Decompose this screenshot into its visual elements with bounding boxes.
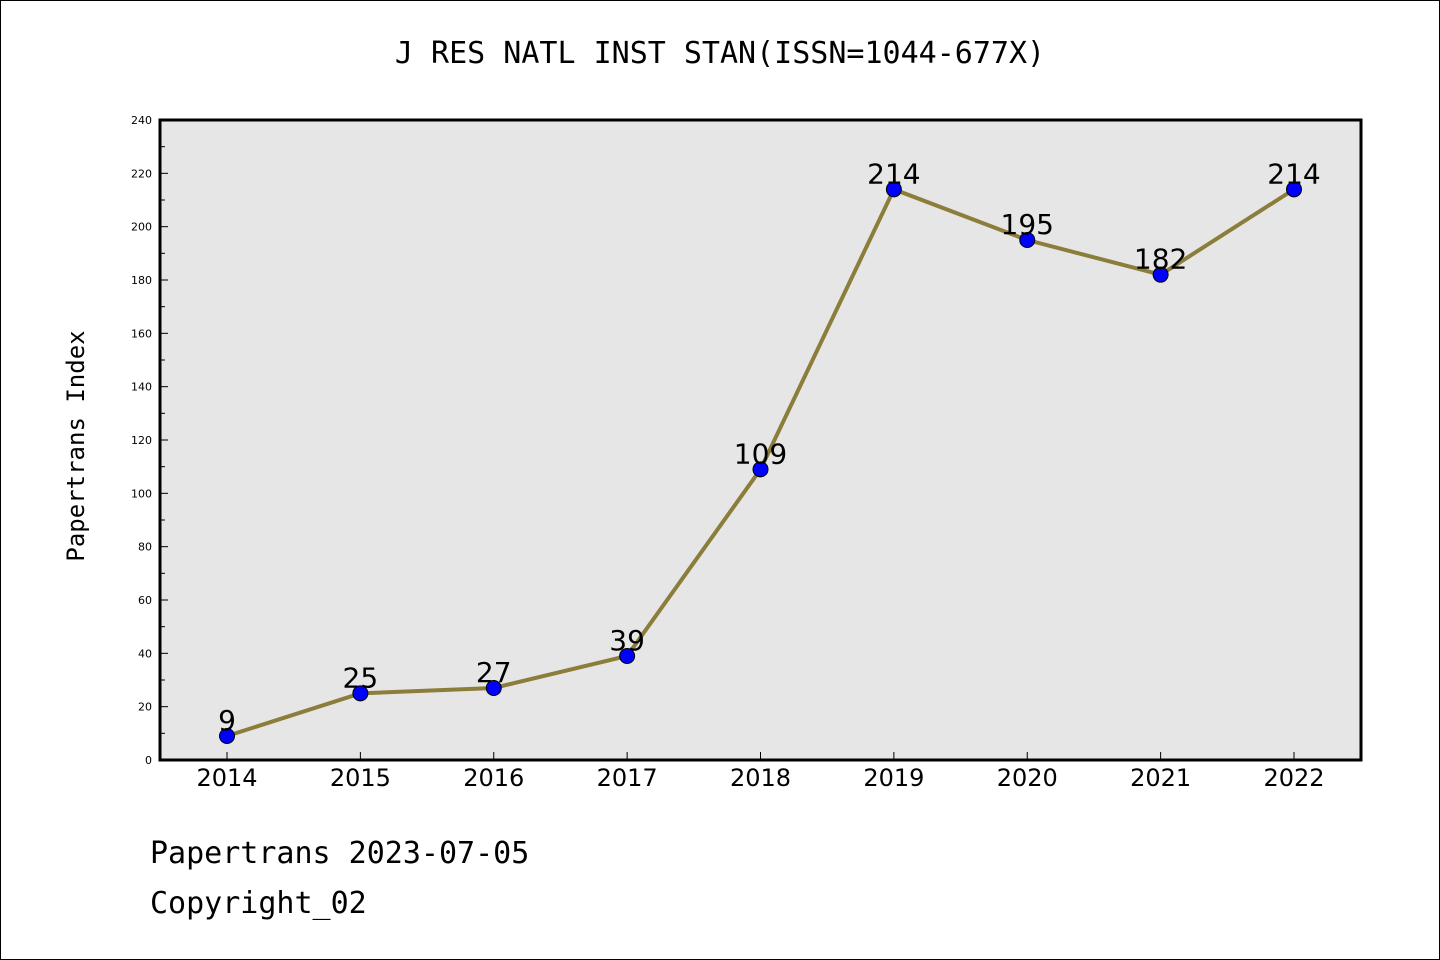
data-label: 39 <box>609 624 645 657</box>
data-point <box>1152 266 1169 283</box>
data-label: 27 <box>476 656 512 689</box>
data-label: 214 <box>867 157 920 190</box>
y-tick-label: 60 <box>138 594 152 607</box>
chart-title: J RES NATL INST STAN(ISSN=1044-677X) <box>394 36 1046 71</box>
data-point <box>885 181 902 198</box>
x-tick-label: 2017 <box>597 764 658 792</box>
data-label: 195 <box>1001 208 1054 241</box>
data-label: 214 <box>1267 157 1320 190</box>
y-tick-label: 220 <box>131 167 152 180</box>
data-label: 182 <box>1134 243 1187 276</box>
x-tick-label: 2019 <box>863 764 924 792</box>
y-tick-label: 0 <box>145 754 152 767</box>
footer-date: Papertrans 2023-07-05 <box>150 836 530 871</box>
data-point <box>352 685 369 702</box>
y-axis: 0 20 40 60 80 100 120 140 160 180 200 220 240 <box>131 114 168 767</box>
x-tick-label: 2016 <box>463 764 524 792</box>
data-point <box>1019 232 1036 248</box>
data-point <box>1286 181 1302 198</box>
data-point <box>485 680 502 696</box>
data-label: 9 <box>218 704 236 737</box>
y-tick-label: 40 <box>138 647 152 660</box>
x-tick-label: 2022 <box>1263 764 1324 792</box>
y-tick-label: 120 <box>131 434 152 447</box>
data-label: 109 <box>734 437 787 470</box>
y-tick-label: 100 <box>131 487 152 500</box>
data-point <box>219 728 235 744</box>
y-tick-label: 20 <box>138 701 152 714</box>
x-tick-label: 2018 <box>730 764 791 792</box>
y-axis-label: Papertrans Index <box>62 330 90 561</box>
y-tick-label: 80 <box>138 541 152 554</box>
x-axis: 2014 2015 2016 2017 2018 2019 2020 2021 2022 <box>196 752 1325 792</box>
y-tick-label: 140 <box>131 381 152 394</box>
y-tick-label: 240 <box>131 114 152 127</box>
data-label: 25 <box>343 661 379 694</box>
data-points <box>219 181 1302 744</box>
y-tick-label: 180 <box>131 274 152 287</box>
y-tick-label: 200 <box>131 221 152 234</box>
x-tick-label: 2020 <box>997 764 1058 792</box>
data-point <box>619 648 636 664</box>
x-tick-label: 2021 <box>1130 764 1191 792</box>
x-tick-label: 2015 <box>330 764 391 792</box>
footer-copyright: Copyright_02 <box>150 886 367 921</box>
data-labels: 9 25 27 39 109 214 195 182 214 <box>218 157 1321 737</box>
plot-border <box>158 118 1363 762</box>
plot-area <box>160 120 1361 760</box>
x-tick-label: 2014 <box>196 764 257 792</box>
y-tick-label: 160 <box>131 327 152 340</box>
data-point <box>752 461 769 478</box>
